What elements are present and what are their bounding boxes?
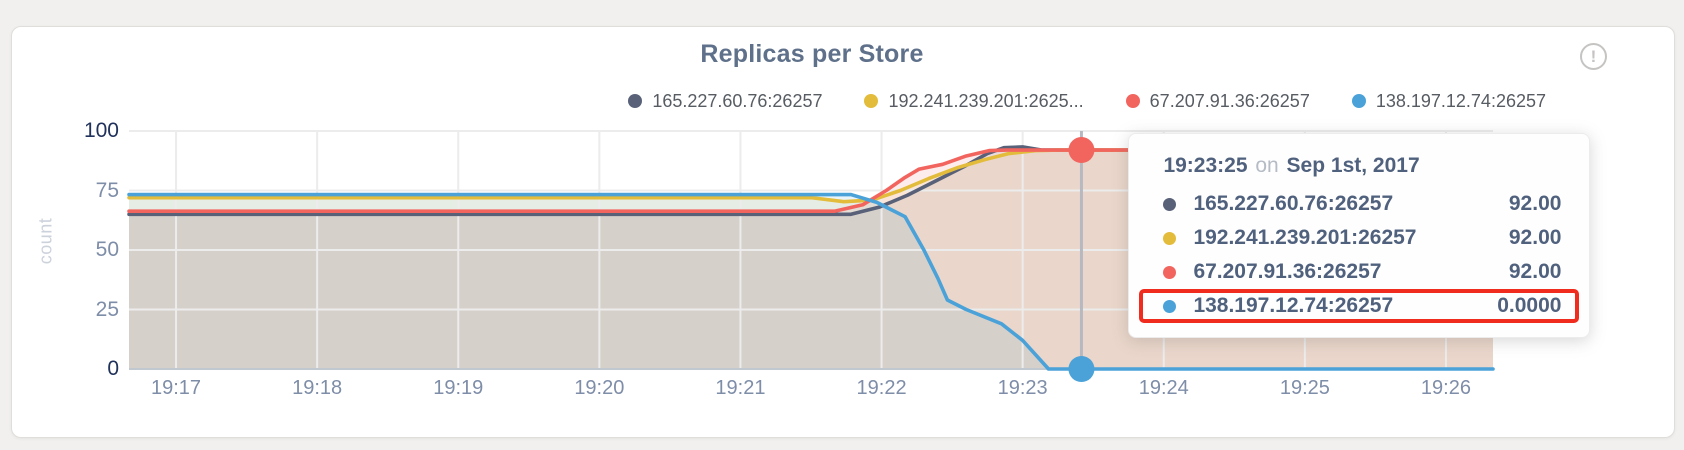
- chart-tooltip: 19:23:25 on Sep 1st, 2017 165.227.60.76:…: [1128, 133, 1591, 338]
- legend-label: 138.197.12.74:26257: [1375, 90, 1546, 111]
- tooltip-row: 192.241.239.201:26257 92.00: [1139, 221, 1579, 255]
- tooltip-series-dot: [1163, 231, 1177, 245]
- tooltip-series-name: 138.197.12.74:26257: [1193, 294, 1394, 317]
- tooltip-series-value: 0.0000: [1497, 294, 1562, 317]
- x-tick-19:26: 19:26: [1420, 377, 1471, 399]
- x-tick-19:24: 19:24: [1138, 377, 1189, 399]
- y-tick-25: 25: [95, 297, 119, 321]
- info-icon[interactable]: !: [1580, 43, 1607, 70]
- chart-card: Replicas per Store ! 165.227.60.76:26257…: [11, 26, 1675, 438]
- legend-item-1[interactable]: 192.241.239.201:2625...: [864, 90, 1084, 112]
- tooltip-rows: 165.227.60.76:26257 92.00 192.241.239.201:…: [1139, 187, 1580, 323]
- hover-marker-67.207.91.36:26257: [1068, 137, 1095, 164]
- y-tick-50: 50: [95, 238, 119, 261]
- tooltip-series-name: 67.207.91.36:26257: [1193, 260, 1382, 283]
- x-tick-19:17: 19:17: [151, 377, 202, 399]
- x-tick-19:20: 19:20: [574, 377, 625, 399]
- tooltip-series-name: 165.227.60.76:26257: [1193, 192, 1394, 215]
- tooltip-date: Sep 1st, 2017: [1286, 154, 1420, 177]
- x-tick-19:22: 19:22: [856, 377, 907, 399]
- legend-dot: [1351, 94, 1366, 108]
- legend-dot: [1125, 94, 1140, 108]
- tooltip-series-value: 92.00: [1508, 192, 1562, 215]
- tooltip-series-value: 92.00: [1508, 226, 1562, 249]
- legend-item-2[interactable]: 67.207.91.36:26257: [1125, 90, 1310, 112]
- tooltip-series-dot: [1163, 197, 1177, 211]
- tooltip-header: 19:23:25 on Sep 1st, 2017: [1163, 154, 1565, 178]
- tooltip-series-value: 92.00: [1508, 260, 1562, 283]
- series-area-3: [129, 194, 1493, 369]
- legend-label: 67.207.91.36:26257: [1149, 90, 1310, 111]
- x-tick-19:25: 19:25: [1279, 377, 1330, 399]
- tooltip-row: 67.207.91.36:26257 92.00: [1139, 255, 1579, 289]
- y-tick-75: 75: [95, 178, 119, 202]
- hover-marker-138.197.12.74:26257: [1068, 356, 1095, 382]
- tooltip-time: 19:23:25: [1163, 154, 1248, 177]
- series-line-2: [127, 148, 1495, 214]
- tooltip-series-dot: [1163, 299, 1177, 313]
- x-tick-19:18: 19:18: [292, 377, 343, 399]
- tooltip-series-name: 192.241.239.201:26257: [1193, 226, 1417, 249]
- y-tick-0: 0: [107, 357, 119, 380]
- chart-title: Replicas per Store: [700, 40, 924, 68]
- legend-label: 165.227.60.76:26257: [652, 90, 823, 111]
- tooltip-row: 165.227.60.76:26257 92.00: [1139, 187, 1579, 221]
- legend-dot: [864, 94, 879, 108]
- legend-label: 192.241.239.201:2625...: [888, 90, 1084, 111]
- legend-item-3[interactable]: 138.197.12.74:26257: [1351, 90, 1546, 112]
- series-line-3: [127, 192, 1495, 371]
- y-tick-100: 100: [83, 119, 119, 142]
- x-tick-19:21: 19:21: [715, 377, 766, 399]
- tooltip-series-dot: [1163, 265, 1177, 279]
- legend-dot: [628, 94, 643, 108]
- x-tick-19:23: 19:23: [997, 377, 1048, 399]
- legend-item-0[interactable]: 165.227.60.76:26257: [628, 91, 822, 112]
- legend: 165.227.60.76:26257 192.241.239.201:2625.…: [12, 89, 1546, 113]
- tooltip-connector: on: [1255, 154, 1279, 177]
- tooltip-row-highlighted: 138.197.12.74:26257 0.0000: [1139, 289, 1580, 323]
- x-tick-19:19: 19:19: [433, 377, 484, 399]
